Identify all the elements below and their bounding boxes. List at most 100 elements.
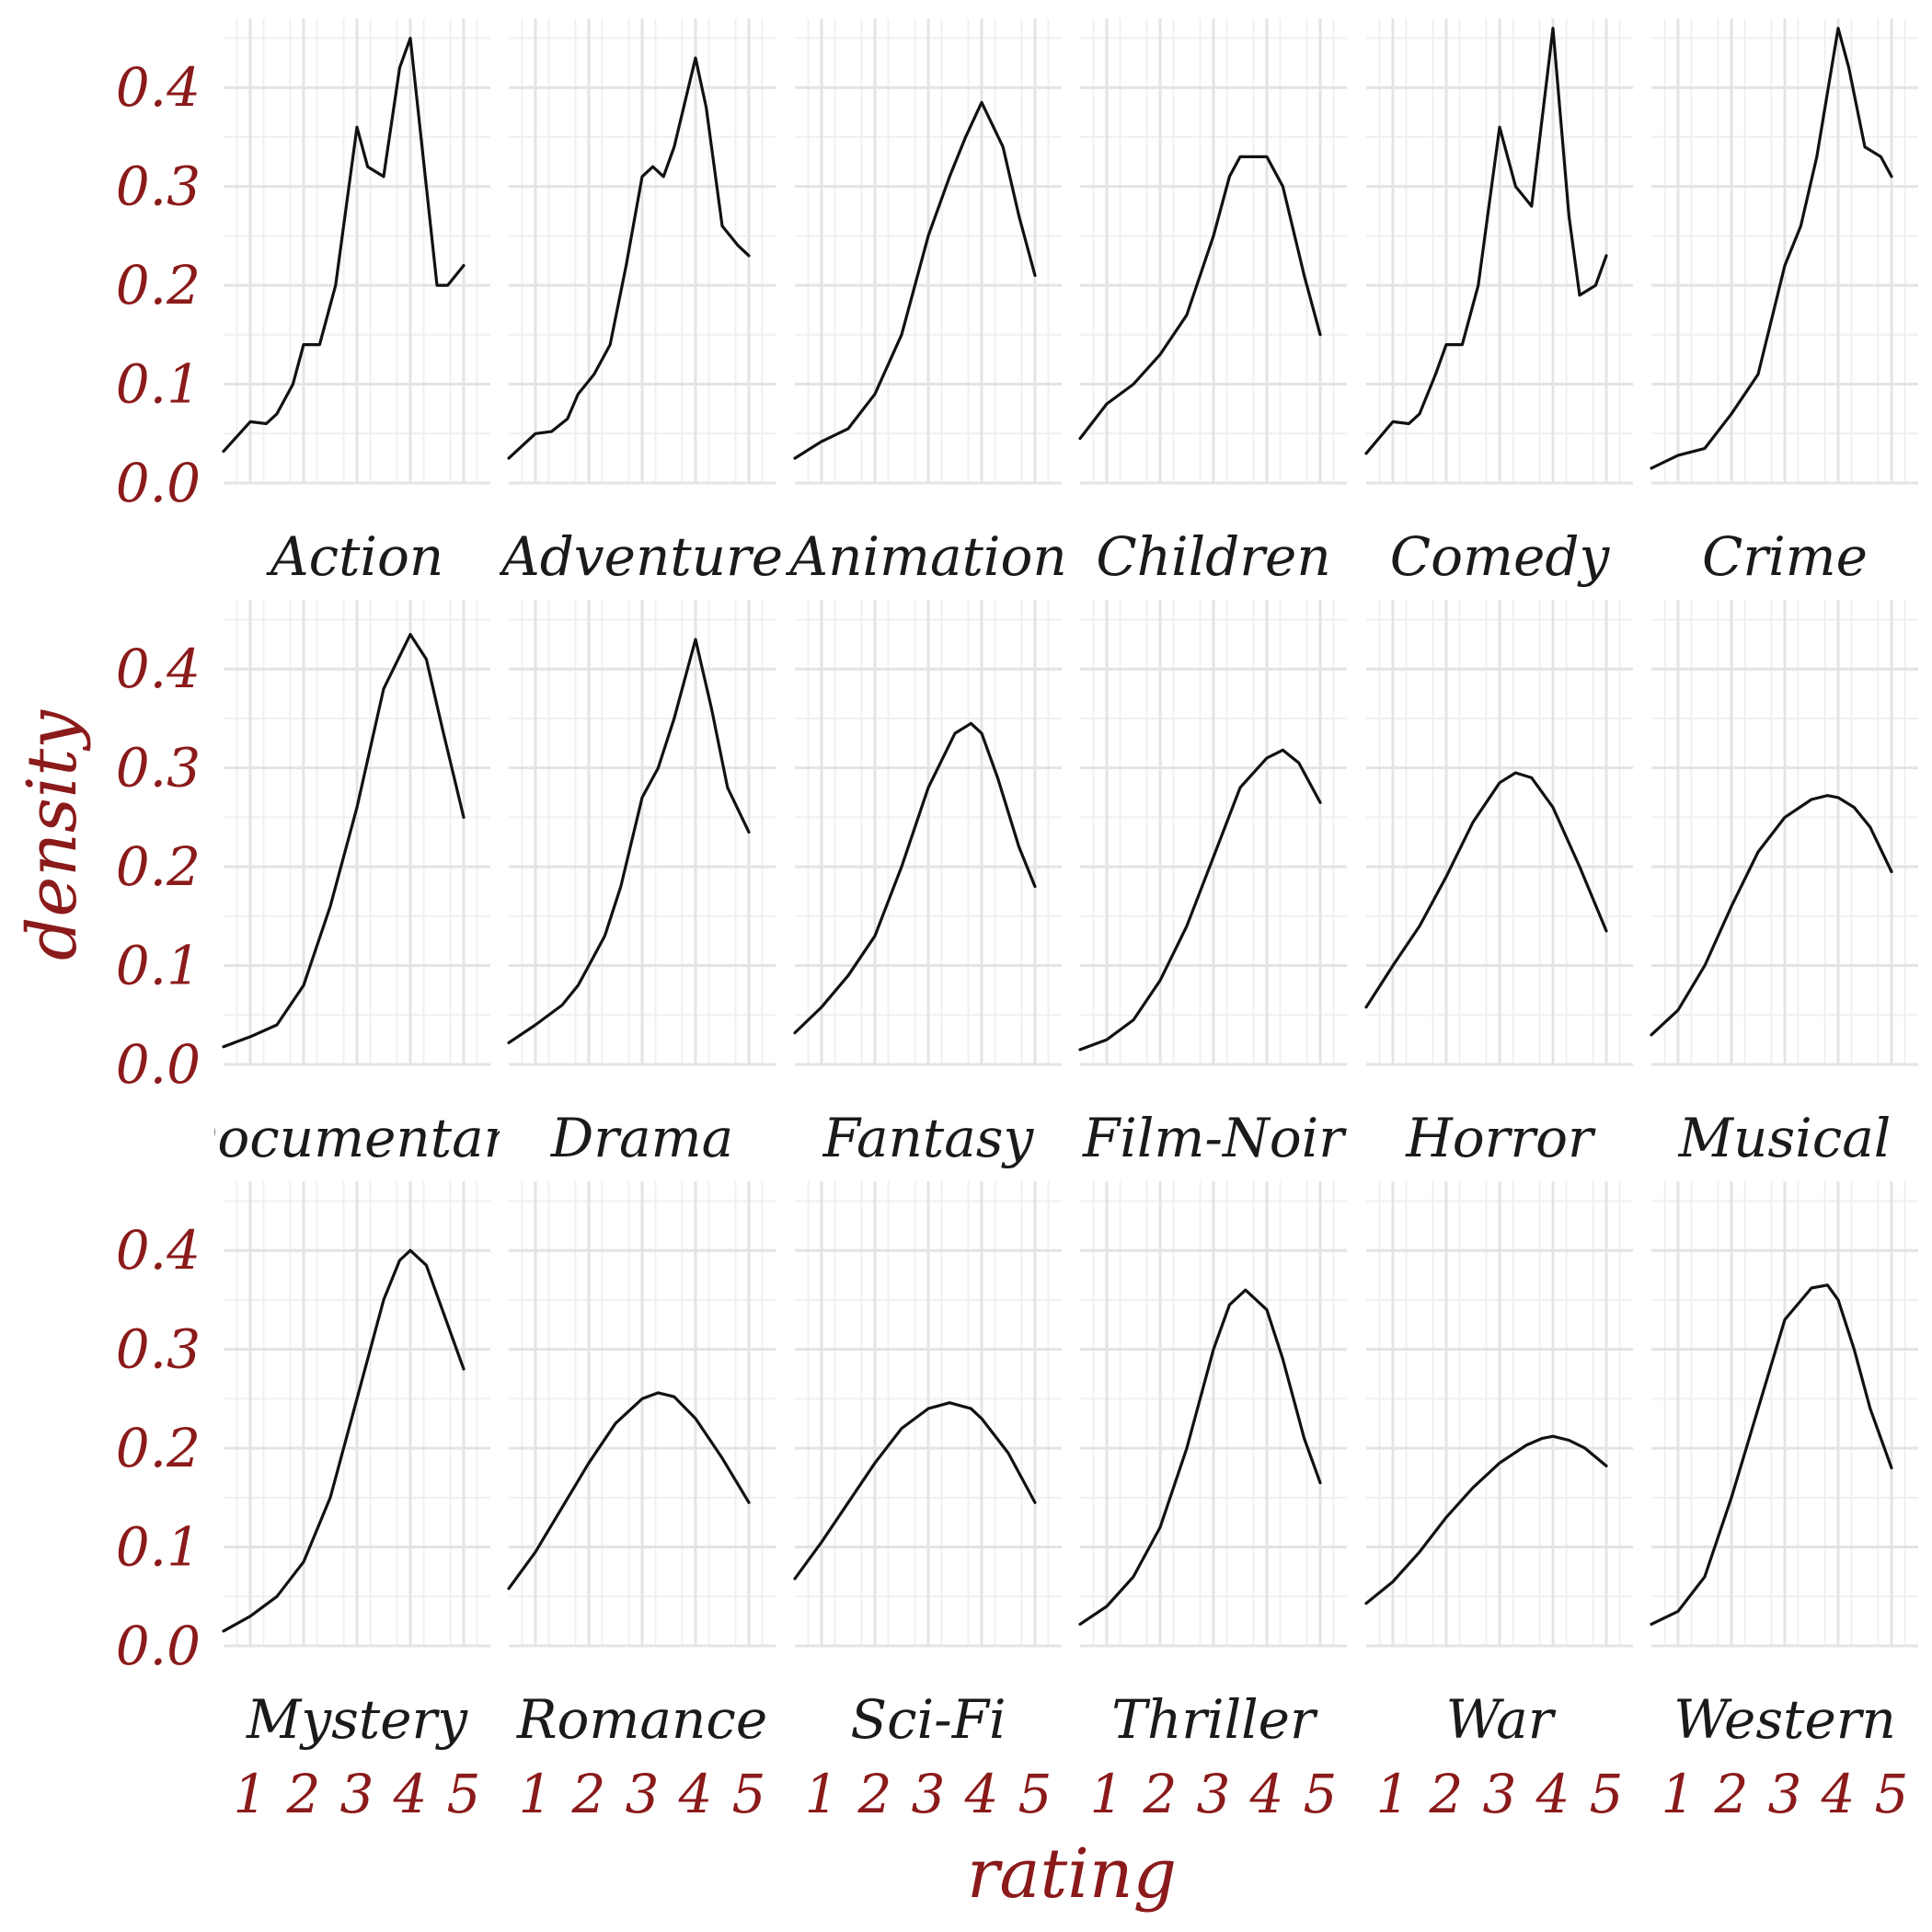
- y-tick-label: 0.1: [116, 353, 201, 416]
- y-tick-label: 0.0: [116, 1033, 201, 1096]
- x-tick-label: 4: [678, 1763, 713, 1825]
- x-tick-label: 3: [1483, 1763, 1517, 1825]
- facets-layer: Action 0.0 0.1 0.2 0.3 0.4 Adventure Animation C…: [116, 18, 1918, 1825]
- facet-panel-adventure: Adventure: [497, 18, 783, 588]
- strip-label-sci-fi: Sci-Fi: [850, 1688, 1006, 1751]
- y-tick-label: 0.2: [116, 1417, 201, 1479]
- x-tick-label: 5: [447, 1763, 481, 1825]
- density-line-children: [1078, 155, 1322, 441]
- density-line-adventure: [507, 56, 751, 460]
- facet-panel-horror: Horror: [1364, 600, 1633, 1169]
- strip-label-romance: Romance: [516, 1688, 767, 1751]
- density-line-mystery: [222, 1248, 466, 1633]
- x-tick-label: 4: [1821, 1763, 1856, 1825]
- x-tick-label: 4: [1249, 1763, 1284, 1825]
- x-tick-label: 1: [1090, 1763, 1124, 1825]
- density-line-war: [1364, 1434, 1608, 1605]
- x-tick-label: 1: [519, 1763, 553, 1825]
- strip-label-war: War: [1446, 1688, 1557, 1751]
- strip-label-drama: Drama: [550, 1107, 733, 1169]
- x-tick-label: 2: [1714, 1763, 1749, 1825]
- x-tick-label: 3: [912, 1763, 946, 1825]
- density-line-romance: [507, 1391, 751, 1591]
- x-tick-label: 4: [393, 1763, 428, 1825]
- density-line-thriller: [1078, 1288, 1322, 1626]
- facet-panel-mystery: Mystery 0.0 0.1 0.2 0.3 0.4 1 2 3 4 5: [116, 1181, 490, 1825]
- y-tick-label: 0.1: [116, 935, 201, 997]
- density-line-documentary: [222, 633, 466, 1049]
- strip-label-horror: Horror: [1405, 1107, 1596, 1169]
- density-line-crime: [1650, 27, 1893, 470]
- x-tick-label: 2: [571, 1763, 606, 1825]
- y-tick-label: 0.4: [116, 1219, 201, 1282]
- density-line-horror: [1364, 771, 1608, 1009]
- density-line-fantasy: [793, 721, 1037, 1035]
- density-line-western: [1650, 1283, 1893, 1626]
- facet-panel-musical: Musical: [1650, 600, 1918, 1169]
- density-line-drama: [507, 638, 751, 1044]
- x-tick-label: 1: [1376, 1763, 1410, 1825]
- strip-label-documentary: Documentary: [174, 1107, 541, 1169]
- x-axis-title: rating: [967, 1834, 1177, 1914]
- facet-panel-children: Children: [1078, 18, 1347, 588]
- facet-panel-documentary: Documentary 0.0 0.1 0.2 0.3 0.4: [116, 600, 541, 1169]
- facet-panel-thriller: Thriller 1 2 3 4 5: [1078, 1181, 1347, 1825]
- x-tick-label: 5: [732, 1763, 766, 1825]
- x-tick-label: 2: [857, 1763, 892, 1825]
- density-line-film-noir: [1078, 748, 1322, 1052]
- x-tick-label: 1: [805, 1763, 839, 1825]
- y-tick-label: 0.3: [116, 737, 201, 799]
- strip-label-crime: Crime: [1702, 525, 1868, 588]
- strip-label-musical: Musical: [1678, 1107, 1892, 1169]
- x-tick-label: 1: [234, 1763, 268, 1825]
- strip-label-animation: Animation: [785, 525, 1067, 588]
- x-tick-label: 5: [1304, 1763, 1338, 1825]
- x-tick-label: 3: [626, 1763, 660, 1825]
- y-tick-label: 0.1: [116, 1516, 201, 1579]
- y-tick-label: 0.2: [116, 835, 201, 898]
- y-axis-title: density: [13, 709, 92, 960]
- facet-panel-animation: Animation: [785, 18, 1067, 588]
- strip-label-western: Western: [1673, 1688, 1896, 1751]
- facet-panel-war: War 1 2 3 4 5: [1364, 1181, 1633, 1825]
- facet-panel-comedy: Comedy: [1364, 18, 1633, 588]
- density-line-animation: [793, 100, 1037, 460]
- y-tick-label: 0.3: [116, 1318, 201, 1381]
- strip-label-action: Action: [266, 525, 444, 588]
- y-tick-label: 0.0: [116, 1615, 201, 1677]
- strip-label-thriller: Thriller: [1111, 1688, 1318, 1751]
- x-tick-label: 3: [1768, 1763, 1802, 1825]
- y-tick-label: 0.3: [116, 155, 201, 218]
- x-tick-label: 4: [964, 1763, 999, 1825]
- x-tick-label: 1: [1662, 1763, 1696, 1825]
- facet-panel-action: Action 0.0 0.1 0.2 0.3 0.4: [116, 18, 490, 588]
- strip-label-fantasy: Fantasy: [822, 1107, 1035, 1169]
- density-line-comedy: [1364, 27, 1608, 455]
- density-line-action: [222, 36, 466, 454]
- x-tick-label: 3: [1197, 1763, 1231, 1825]
- y-tick-label: 0.0: [116, 452, 201, 514]
- x-tick-label: 2: [1143, 1763, 1178, 1825]
- facet-panel-romance: Romance 1 2 3 4 5: [507, 1181, 776, 1825]
- x-tick-label: 3: [340, 1763, 374, 1825]
- y-tick-label: 0.2: [116, 254, 201, 316]
- x-tick-label: 2: [1429, 1763, 1464, 1825]
- facet-panel-crime: Crime: [1650, 18, 1918, 588]
- strip-label-children: Children: [1096, 525, 1330, 588]
- density-line-sci-fi: [793, 1401, 1037, 1581]
- facet-panel-western: Western 1 2 3 4 5: [1650, 1181, 1918, 1825]
- y-tick-label: 0.4: [116, 638, 201, 700]
- y-tick-label: 0.4: [116, 56, 201, 119]
- strip-label-adventure: Adventure: [497, 525, 783, 588]
- facet-panel-sci-fi: Sci-Fi1 2 3 4 5: [793, 1181, 1062, 1825]
- facet-panel-film-noir: Film-Noir: [1078, 600, 1347, 1169]
- density-line-musical: [1650, 794, 1893, 1037]
- strip-label-comedy: Comedy: [1390, 525, 1611, 588]
- facet-panel-fantasy: Fantasy: [793, 600, 1062, 1169]
- strip-label-mystery: Mystery: [246, 1688, 468, 1751]
- strip-label-film-noir: Film-Noir: [1082, 1107, 1347, 1169]
- x-tick-label: 2: [286, 1763, 321, 1825]
- facet-panel-drama: Drama: [507, 600, 776, 1169]
